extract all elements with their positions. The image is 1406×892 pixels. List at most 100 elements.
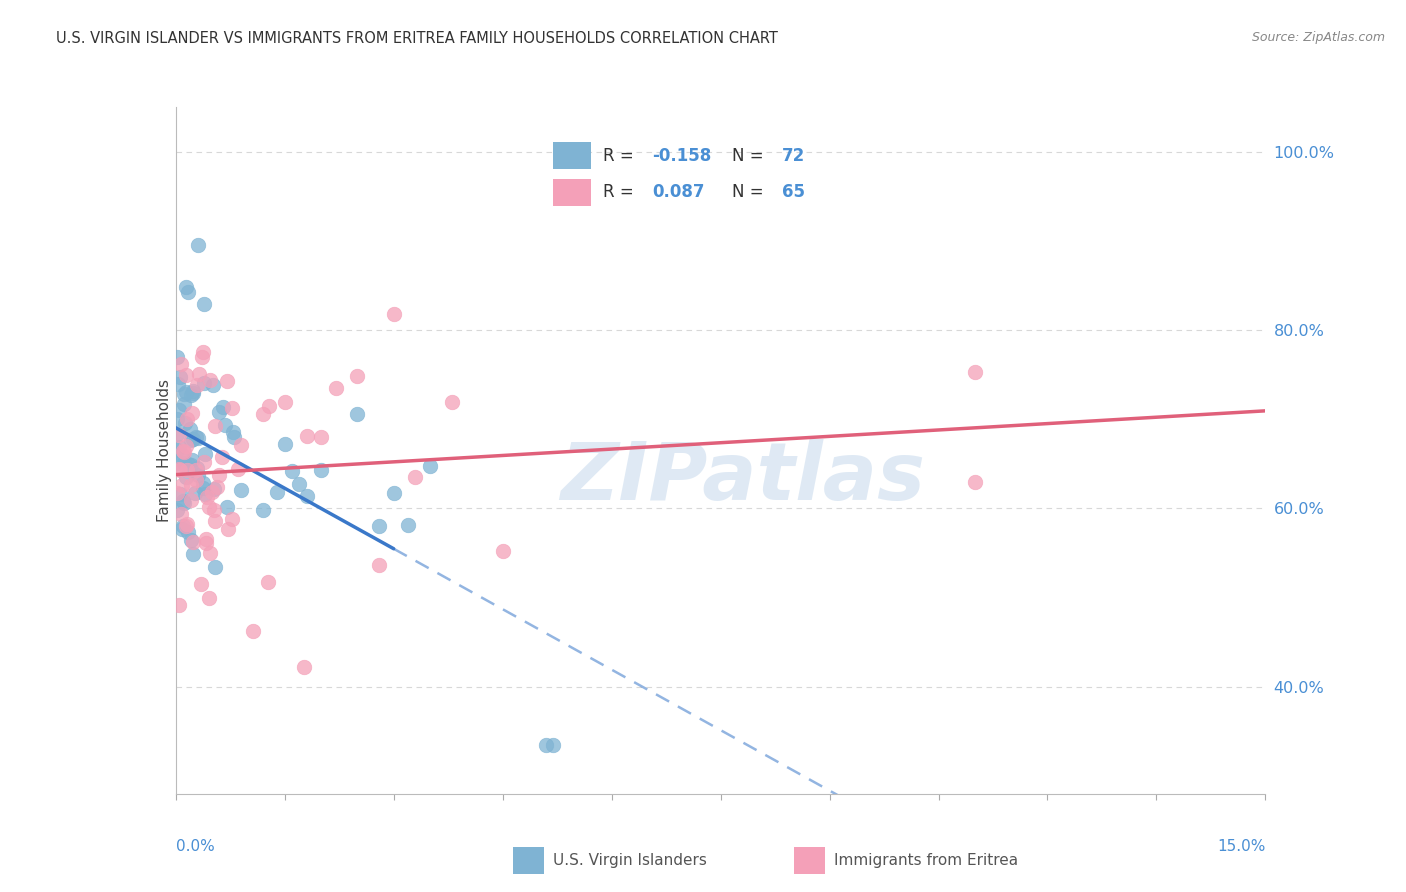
Point [167,462,190,476]
Point [166,456,188,470]
Point [180,493,202,508]
Point [181,534,204,549]
Point [173,445,195,459]
Point [194,487,217,501]
Point [256,575,278,590]
Point [194,447,217,461]
Point [191,344,214,359]
Text: -0.158: -0.158 [652,147,711,165]
Point [492,544,515,558]
Point [186,377,208,392]
Point [186,430,208,444]
Point [169,487,191,501]
Point [226,462,249,476]
Point [176,463,198,477]
Point [187,467,209,482]
Point [222,429,245,443]
Point [166,442,188,457]
Point [346,368,368,383]
Point [963,475,986,489]
Point [180,478,202,492]
Text: R =: R = [603,147,638,165]
Point [211,450,233,464]
Point [534,738,557,752]
Point [191,482,214,496]
Point [325,381,347,395]
Text: U.S. Virgin Islanders: U.S. Virgin Islanders [553,854,706,868]
Point [187,367,209,381]
Point [169,370,191,384]
Point [309,463,332,477]
Point [179,422,201,436]
Point [176,439,198,453]
Point [177,524,200,539]
Point [181,432,204,446]
Text: 15.0%: 15.0% [1218,838,1265,854]
Point [169,463,191,477]
Point [198,546,221,560]
Point [281,464,304,478]
Point [274,395,297,409]
Point [166,427,188,442]
Point [440,395,463,409]
Point [215,374,238,388]
Point [202,503,225,517]
Point [211,400,233,414]
Text: U.S. VIRGIN ISLANDER VS IMMIGRANTS FROM ERITREA FAMILY HOUSEHOLDS CORRELATION CH: U.S. VIRGIN ISLANDER VS IMMIGRANTS FROM … [56,31,778,46]
Point [222,425,245,439]
Text: Source: ZipAtlas.com: Source: ZipAtlas.com [1251,31,1385,45]
Point [368,558,391,572]
Text: Immigrants from Eritrea: Immigrants from Eritrea [834,854,1018,868]
Point [292,660,315,674]
Point [382,486,405,500]
Point [543,738,565,752]
Point [274,437,297,451]
Point [201,485,224,500]
Point [252,503,274,517]
Point [202,482,225,496]
Point [172,518,194,533]
Point [190,577,212,591]
Point [180,458,202,472]
Text: 65: 65 [782,183,806,202]
Point [184,463,207,477]
Text: 0.087: 0.087 [652,183,704,202]
Point [172,444,194,458]
Point [187,431,209,445]
Point [231,438,253,452]
Point [193,376,215,391]
Point [295,489,318,503]
FancyBboxPatch shape [553,178,591,205]
Point [180,533,202,547]
Point [193,475,215,490]
Point [169,507,191,521]
Point [201,378,224,392]
Point [174,470,197,484]
Point [176,384,198,399]
Point [170,478,193,492]
Point [198,373,221,387]
Point [204,419,226,434]
Point [405,470,427,484]
Point [193,455,215,469]
Point [187,238,209,252]
Text: ZIPatlas: ZIPatlas [560,439,925,517]
Text: 72: 72 [782,147,806,165]
Point [181,384,204,398]
Point [231,483,253,497]
Point [204,514,226,528]
Point [208,467,231,482]
Point [198,591,221,605]
Point [170,449,193,463]
Point [252,407,274,421]
Text: 0.0%: 0.0% [176,838,215,854]
Point [174,280,197,294]
Point [186,460,208,475]
Point [191,350,214,364]
Point [197,490,219,504]
Point [195,536,218,550]
Point [167,598,190,612]
Point [346,408,368,422]
Point [174,368,197,383]
Point [173,387,195,401]
